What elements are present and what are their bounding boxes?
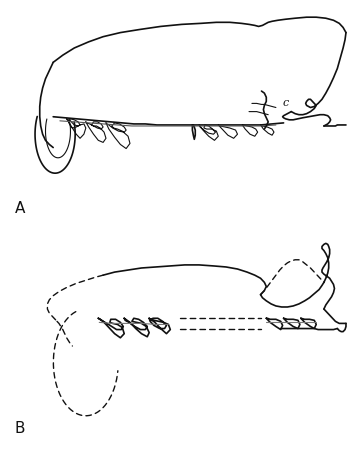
- Text: c: c: [282, 98, 289, 108]
- Text: B: B: [15, 421, 25, 436]
- Text: A: A: [15, 201, 25, 216]
